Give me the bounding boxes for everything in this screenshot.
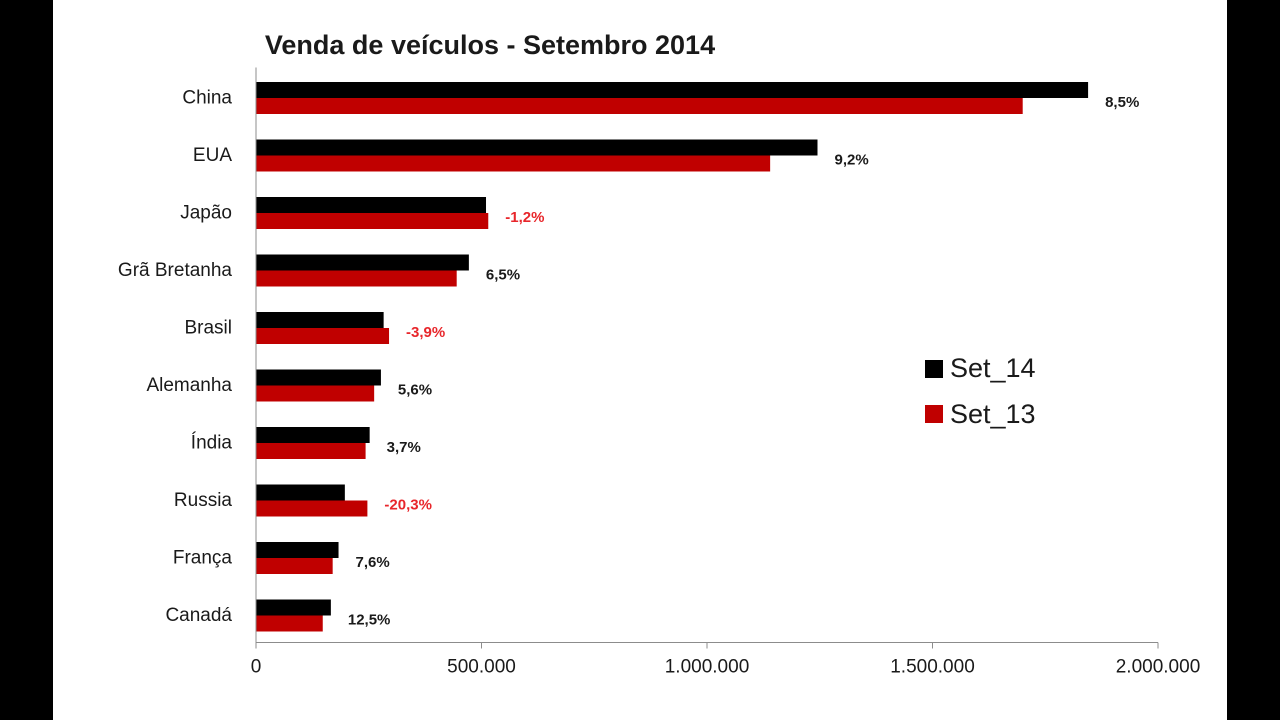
bar-set-14 [256, 82, 1089, 98]
growth-data-label: 7,6% [356, 554, 390, 571]
legend: Set_14 Set_13 [925, 353, 1036, 429]
legend-swatch-set13 [925, 405, 943, 423]
bar-set-14 [256, 369, 381, 386]
legend-label-set13: Set_13 [950, 399, 1036, 429]
x-tick-label: 0 [251, 657, 262, 678]
bar-set-14 [256, 427, 370, 443]
bar-set-13 [256, 443, 366, 459]
category-label: Alemanha [146, 375, 232, 396]
category-label: Brasil [184, 317, 232, 338]
bar-set-14 [256, 254, 469, 271]
chart-title: Venda de veículos - Setembro 2014 [265, 30, 715, 60]
growth-data-label: -20,3% [384, 497, 432, 514]
bar-set-13 [256, 155, 771, 172]
labels-layer: China 8,5% EUA 9,2% Japão -1,2% Grã Bretanha 6,… [118, 87, 1139, 628]
bars-layer [256, 82, 1089, 632]
category-label: Índia [191, 432, 233, 453]
bar-set-13 [256, 615, 323, 632]
category-label: China [182, 87, 232, 108]
growth-data-label: 9,2% [834, 152, 868, 169]
growth-data-label: -1,2% [505, 209, 544, 226]
growth-data-label: -3,9% [406, 324, 445, 341]
legend-swatch-set14 [925, 360, 943, 378]
growth-data-label: 3,7% [387, 439, 421, 456]
x-tick-label: 500.000 [447, 657, 516, 678]
x-tick-label: 1.500.000 [890, 657, 975, 678]
bar-set-14 [256, 599, 331, 616]
growth-data-label: 12,5% [348, 612, 391, 629]
category-label: EUA [193, 145, 232, 166]
bar-set-14 [256, 197, 487, 213]
bar-set-13 [256, 270, 457, 287]
bar-set-13 [256, 328, 390, 344]
category-label: Canadá [165, 605, 232, 626]
x-axis: 0 500.000 1.000.000 1.500.000 2.000.000 [251, 67, 1201, 678]
category-label: Grã Bretanha [118, 260, 232, 281]
growth-data-label: 5,6% [398, 382, 432, 399]
bar-set-14 [256, 312, 384, 328]
bar-set-13 [256, 98, 1023, 114]
category-label: França [173, 547, 233, 568]
chart-panel: Venda de veículos - Setembro 2014 China 8… [53, 0, 1227, 720]
category-label: Russia [174, 490, 233, 511]
bar-set-14 [256, 542, 339, 558]
bar-set-13 [256, 500, 368, 517]
bar-set-14 [256, 484, 345, 501]
bar-set-13 [256, 558, 333, 574]
bar-set-13 [256, 385, 375, 402]
growth-data-label: 6,5% [486, 267, 520, 284]
bar-chart: Venda de veículos - Setembro 2014 China 8… [118, 30, 1201, 678]
x-tick-label: 1.000.000 [665, 657, 750, 678]
growth-data-label: 8,5% [1105, 94, 1139, 111]
x-tick-label: 2.000.000 [1116, 657, 1201, 678]
bar-set-14 [256, 139, 818, 156]
legend-label-set14: Set_14 [950, 353, 1036, 383]
category-label: Japão [180, 202, 232, 223]
bar-set-13 [256, 213, 489, 229]
